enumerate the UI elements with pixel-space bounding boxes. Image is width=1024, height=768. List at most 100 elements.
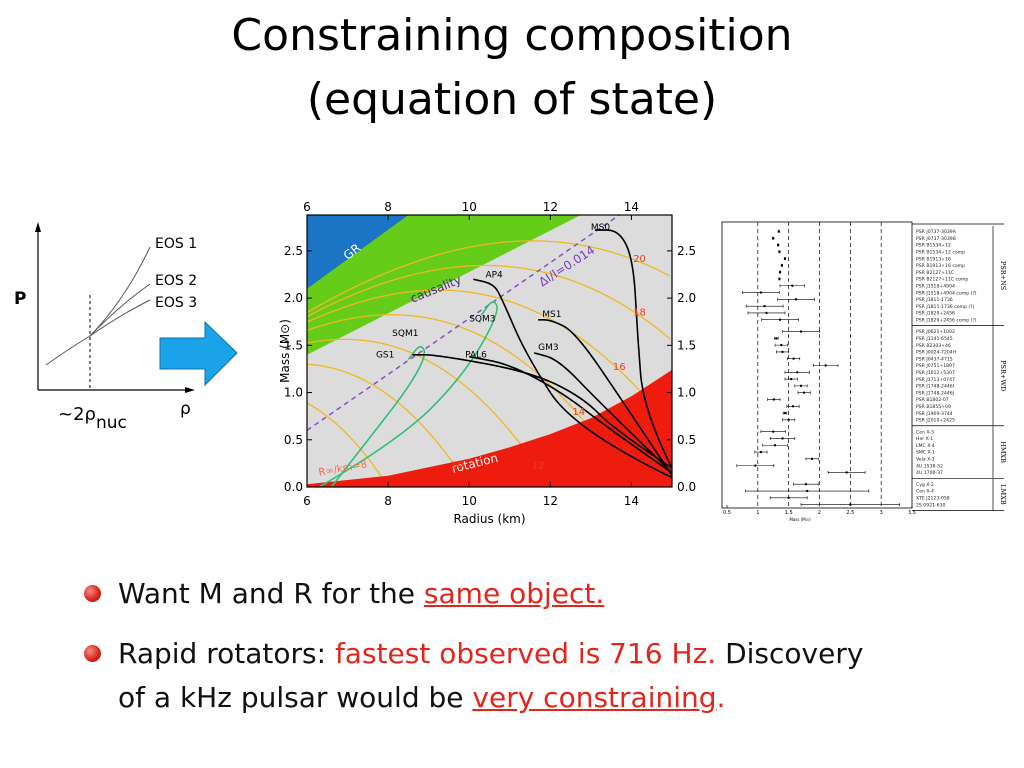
object-name: PSR J1811-1736 comp (?) bbox=[916, 304, 975, 310]
object-name: Cyg X-2 bbox=[916, 482, 934, 488]
rotation-region bbox=[307, 369, 672, 487]
mass-point bbox=[824, 364, 827, 367]
r-infinity-curve bbox=[307, 289, 671, 427]
curve-label: 14 bbox=[572, 407, 585, 418]
eos-curve bbox=[533, 352, 672, 474]
mass-point bbox=[781, 350, 784, 354]
bullet-text: very constraining bbox=[472, 681, 717, 714]
mass-point bbox=[772, 236, 775, 240]
mass-point bbox=[805, 489, 809, 493]
mass-point bbox=[791, 284, 794, 287]
curve-label: MS0 bbox=[591, 223, 610, 233]
object-name: PSR J0751+1807 bbox=[916, 363, 955, 369]
causality-region bbox=[307, 215, 581, 355]
mass-point bbox=[783, 257, 787, 260]
object-name: PSR J1829+2456 comp (?) bbox=[916, 317, 977, 323]
mass-point bbox=[781, 437, 784, 440]
object-name: PSR J2019+2425 bbox=[916, 418, 955, 424]
sqm-curve bbox=[330, 345, 426, 487]
y-tick-label: 1.5 bbox=[284, 338, 303, 352]
group-label: PSR+WD bbox=[999, 360, 1007, 391]
object-name: PSR J0737-3039B bbox=[916, 236, 956, 242]
mass-point bbox=[792, 357, 795, 360]
x-tick-label: 12 bbox=[543, 200, 558, 214]
mass-point bbox=[777, 230, 780, 233]
eos-curve bbox=[89, 299, 151, 337]
mass-point bbox=[778, 250, 781, 253]
density-subscript: nuc bbox=[96, 413, 127, 433]
x-tick-label: 1 bbox=[756, 510, 759, 516]
mass-point bbox=[789, 377, 793, 381]
x-axis-label: Mass (M⊙) bbox=[789, 517, 811, 522]
x-tick-label: 8 bbox=[384, 494, 392, 508]
bullet: Rapid rotators: fastest observed is 716 … bbox=[84, 632, 864, 720]
eos-curve bbox=[594, 229, 672, 469]
mass-point bbox=[759, 450, 763, 454]
mass-point bbox=[778, 270, 782, 274]
title-line: Constraining composition bbox=[231, 10, 793, 61]
object-name: PSR B1855+09 bbox=[916, 404, 951, 410]
x-axis-label: Radius (km) bbox=[453, 512, 525, 526]
y-tick-label: 0.0 bbox=[284, 480, 303, 494]
eos-label: EOS 1 bbox=[155, 236, 197, 252]
y-tick-label: 1.0 bbox=[284, 386, 303, 400]
object-name: PSR B1534+12 comp bbox=[916, 249, 965, 255]
curve-label: SQM1 bbox=[392, 329, 418, 339]
object-name: PSR J0437-4715 bbox=[916, 356, 953, 362]
eos-curve bbox=[89, 283, 151, 337]
x-tick-label: 8 bbox=[384, 200, 392, 214]
plot-area bbox=[307, 215, 672, 487]
curve-label: 10 bbox=[451, 461, 464, 472]
curve-label: 16 bbox=[613, 362, 626, 373]
plot-frame bbox=[721, 221, 913, 509]
y-tick-label: 1.5 bbox=[677, 338, 696, 352]
x-tick-label: 2 bbox=[818, 510, 821, 516]
r-infinity-curve bbox=[307, 314, 630, 485]
object-name: PSR J1748-2446I bbox=[916, 384, 954, 390]
moment-line bbox=[307, 215, 620, 431]
mass-point bbox=[780, 264, 784, 267]
r-infinity-curve bbox=[307, 402, 389, 487]
axis-label: P bbox=[14, 289, 26, 309]
mass-point bbox=[799, 384, 803, 388]
object-name: PSR J1518+4904 bbox=[916, 283, 955, 289]
mass-point bbox=[799, 330, 803, 333]
eos-sketch: EOS 1 EOS 2 EOS 3 P ρ ~2ρnuc bbox=[14, 222, 197, 433]
x-tick-label: 2.5 bbox=[846, 510, 854, 516]
object-name: PSR J0024-7204H bbox=[916, 350, 956, 356]
bullet-text: same object. bbox=[423, 577, 605, 610]
mass-point bbox=[796, 371, 799, 374]
y-tick-label: 0.5 bbox=[677, 433, 696, 447]
eos-curve bbox=[473, 278, 672, 479]
object-name: PSR B2127+11C bbox=[916, 270, 954, 276]
x-tick-label: 3.5 bbox=[908, 510, 916, 516]
plot-frame bbox=[306, 214, 673, 488]
arrowhead bbox=[35, 222, 41, 232]
density-label: ~2ρnuc bbox=[58, 404, 127, 433]
eos-label: EOS 3 bbox=[155, 295, 197, 311]
gr-region bbox=[307, 215, 409, 289]
x-tick-label: 0.5 bbox=[723, 510, 731, 516]
y-tick-label: 1.0 bbox=[677, 386, 696, 400]
bullet-text: Rapid rotators: bbox=[118, 637, 335, 670]
object-name: Vela X-1 bbox=[916, 457, 935, 463]
density-label: ~2ρ bbox=[58, 404, 96, 425]
mass-point bbox=[775, 337, 778, 340]
bullet-text: Discovery bbox=[716, 637, 864, 670]
mass-point bbox=[763, 304, 766, 308]
eos-curve bbox=[469, 355, 672, 474]
mass-point bbox=[787, 418, 790, 422]
x-tick-label: 6 bbox=[303, 200, 311, 214]
y-tick-label: 2.0 bbox=[677, 291, 696, 305]
mass-point bbox=[849, 503, 852, 506]
curve-label: AP4 bbox=[485, 270, 503, 280]
mass-point bbox=[776, 243, 780, 247]
r-infinity-curve bbox=[307, 240, 671, 313]
mass-point bbox=[772, 398, 776, 401]
mass-point bbox=[765, 311, 768, 315]
object-name: Her X-1 bbox=[916, 436, 933, 442]
object-name: Cen X-3 bbox=[916, 429, 934, 435]
y-tick-label: 2.5 bbox=[677, 244, 696, 258]
object-name: PSR J0621+1002 bbox=[916, 329, 955, 335]
